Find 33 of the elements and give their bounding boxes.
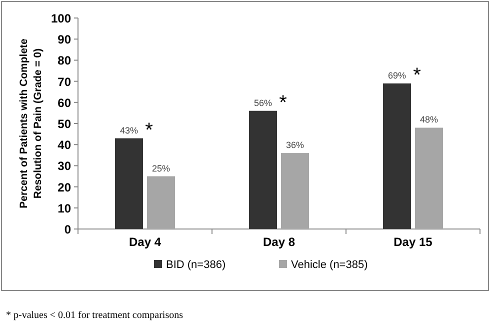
x-tick-label: Day 4 bbox=[128, 235, 162, 249]
annotation: * bbox=[413, 64, 422, 86]
y-tick-label: 100 bbox=[50, 12, 72, 26]
legend-label: BID (n=386) bbox=[166, 259, 226, 271]
text: * p-values < 0.01 for treatment comparisons bbox=[6, 310, 184, 321]
x-tick-label: Day 8 bbox=[262, 235, 296, 249]
legend-label: Vehicle (n=385) bbox=[291, 259, 368, 271]
y-tick-label: 0 bbox=[64, 222, 72, 236]
bar bbox=[147, 176, 175, 229]
y-tick-label: 60 bbox=[58, 96, 72, 110]
data-label: 43% bbox=[120, 125, 138, 136]
y-tick-label: 40 bbox=[58, 138, 72, 152]
bar bbox=[281, 153, 309, 229]
bar bbox=[115, 138, 143, 229]
y-tick-label: 10 bbox=[58, 201, 72, 216]
y-tick-label: 70 bbox=[58, 74, 72, 89]
y-axis-title: Percent of Patients with Complete Resolution of Pain (Grade = 0) bbox=[18, 38, 44, 208]
y-tick-label: 80 bbox=[58, 54, 72, 68]
data-label: 56% bbox=[254, 98, 272, 108]
annotation: * bbox=[145, 119, 154, 142]
bar bbox=[383, 83, 411, 229]
y-tick-label: 90 bbox=[58, 32, 72, 47]
data-label: 36% bbox=[286, 140, 304, 150]
data-label: 48% bbox=[420, 114, 438, 125]
y-tick-label: 30 bbox=[58, 159, 72, 174]
y-tick-label: 20 bbox=[58, 180, 72, 194]
data-label: 25% bbox=[152, 163, 170, 174]
annotation: * bbox=[279, 92, 288, 114]
data-label: 69% bbox=[388, 70, 406, 80]
bar bbox=[249, 110, 277, 229]
y-tick-label: 50 bbox=[58, 117, 72, 131]
bar bbox=[415, 128, 443, 229]
x-tick-label: Day 15 bbox=[394, 235, 433, 249]
